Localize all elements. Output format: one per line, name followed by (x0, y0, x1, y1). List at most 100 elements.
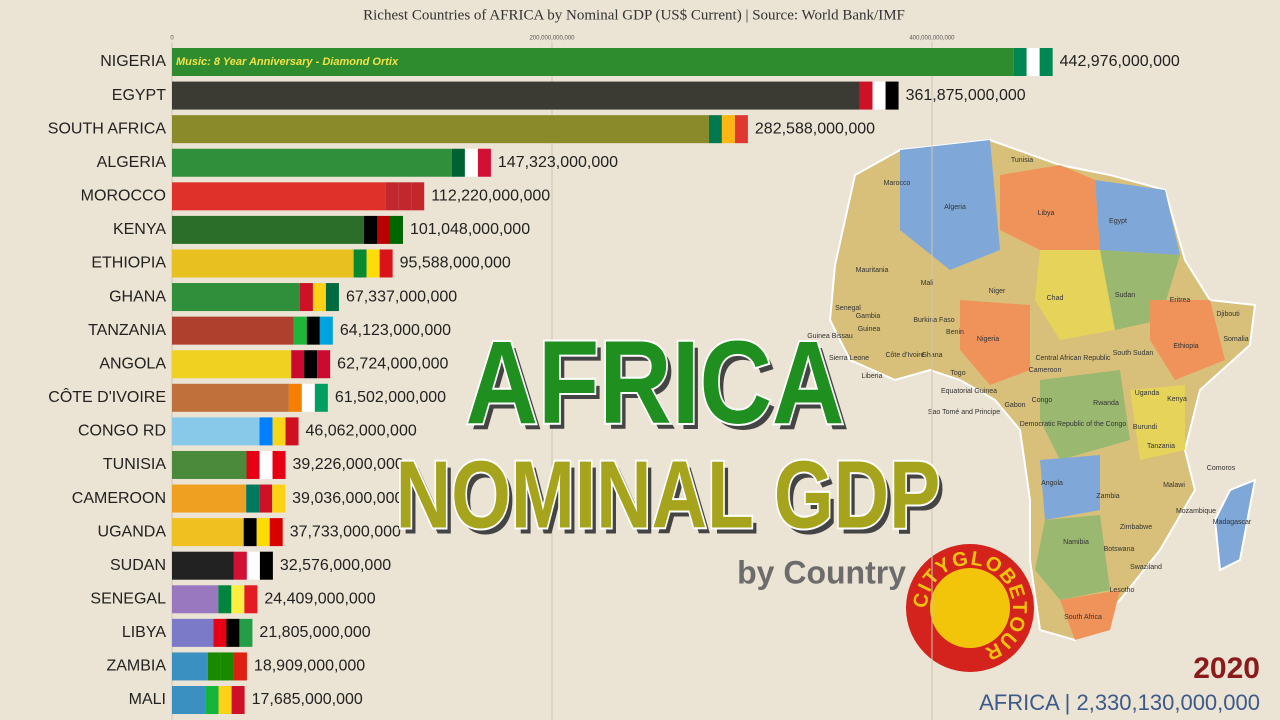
category-label: TANZANIA (88, 322, 166, 339)
map-label: Central African Republic (1035, 355, 1111, 362)
map-label: Malawi (1163, 482, 1185, 489)
subheadline: NOMINAL GDP (396, 441, 941, 548)
bar (172, 585, 219, 614)
flag-stripe (231, 585, 245, 614)
flag-stripe (721, 115, 735, 144)
flag-stripe (259, 551, 273, 580)
map-label: Côte d'Ivoire (885, 352, 924, 359)
map-label: Gabon (1004, 402, 1025, 409)
flag-stripe (1026, 48, 1040, 76)
flag-stripe (314, 383, 328, 412)
map-label: Tanzania (1147, 443, 1175, 450)
flag-stripe (708, 115, 722, 144)
category-label: CÔTE D'IVOIRE (48, 387, 166, 406)
category-label: GHANA (109, 288, 166, 305)
subheadline-shadow: NOMINAL GDP (400, 447, 945, 554)
map-label: Niger (989, 288, 1006, 295)
flag-stripe (385, 182, 399, 211)
headline: AFRICA (466, 318, 845, 449)
map-label: Botswana (1104, 546, 1135, 553)
flag-stripe (411, 182, 425, 211)
map-label: Zimbabwe (1120, 524, 1152, 531)
flag-stripe (293, 316, 307, 345)
headline-shadow: AFRICA (471, 324, 850, 455)
map-label: Chad (1047, 295, 1064, 302)
map-label: Nigeria (977, 336, 999, 343)
value-label: 39,226,000,000 (293, 456, 404, 473)
logo-center (930, 568, 1010, 648)
flag-stripe (366, 249, 380, 278)
bar (172, 81, 860, 110)
category-label: EGYPT (112, 87, 166, 104)
category-label: MOROCCO (81, 188, 166, 205)
category-label: SENEGAL (90, 590, 166, 607)
map-label: Burundi (1133, 424, 1158, 431)
category-label: MALI (129, 691, 166, 708)
flag-stripe (379, 249, 393, 278)
value-label: 62,724,000,000 (337, 355, 448, 372)
bar (172, 618, 214, 647)
category-label: UGANDA (98, 523, 167, 540)
flag-stripe (885, 81, 899, 110)
bar (172, 383, 289, 412)
flag-stripe (1039, 48, 1053, 76)
map-label: Comoros (1207, 465, 1236, 472)
flag-stripe (451, 148, 465, 177)
flag-stripe (207, 652, 221, 681)
map-label: Djibouti (1216, 311, 1240, 318)
bar (172, 148, 452, 177)
map-label: Equatorial Guinea (941, 388, 997, 395)
flag-stripe (288, 383, 302, 412)
map-label: Namibia (1063, 539, 1089, 546)
map-label: Sudan (1115, 292, 1135, 299)
flag-stripe (464, 148, 478, 177)
flag-stripe (233, 652, 247, 681)
category-label: ETHIOPIA (91, 255, 166, 272)
flag-stripe (239, 618, 253, 647)
map-label: Sierra Leone (829, 355, 869, 362)
bar (172, 249, 354, 278)
value-label: 18,909,000,000 (254, 658, 365, 675)
map-label: Zambia (1096, 493, 1119, 500)
flag-stripe (256, 518, 270, 547)
map-label: Angola (1041, 480, 1063, 487)
flag-stripe (244, 585, 258, 614)
value-label: 95,588,000,000 (400, 255, 511, 272)
map-label: Libya (1038, 210, 1055, 217)
map-label: Mozambique (1176, 508, 1216, 515)
category-label: TUNISIA (103, 456, 166, 473)
value-label: 37,733,000,000 (290, 523, 401, 540)
flag-stripe (353, 249, 367, 278)
x-tick-label: 0 (170, 36, 174, 42)
flag-stripe (218, 686, 232, 715)
map-label: Egypt (1109, 218, 1127, 225)
category-label: ZAMBIA (106, 658, 166, 675)
map-label: Cameroon (1029, 367, 1062, 374)
flag-stripe (205, 686, 219, 715)
map-label: Liberia (861, 373, 882, 380)
bar (172, 417, 260, 446)
bar (172, 686, 206, 715)
flag-stripe (477, 148, 491, 177)
map-label: Swaziland (1130, 564, 1162, 571)
flag-stripe (243, 518, 257, 547)
map-label: Sao Tomé and Principe (928, 409, 1000, 416)
flag-stripe (285, 417, 299, 446)
x-tick-label: 200,000,000,000 (529, 36, 575, 42)
flag-stripe (306, 316, 320, 345)
map-label: Uganda (1135, 390, 1160, 397)
x-tick-label: 400,000,000,000 (909, 36, 955, 42)
value-label: 112,220,000,000 (431, 188, 550, 205)
flag-stripe (246, 450, 260, 479)
value-label: 64,123,000,000 (340, 322, 451, 339)
flag-stripe (398, 182, 412, 211)
map-label: Ethiopia (1173, 343, 1198, 350)
flag-stripe (325, 283, 339, 312)
value-label: 21,805,000,000 (259, 624, 370, 641)
map-label: Tunisia (1011, 157, 1033, 164)
flag-stripe (272, 450, 286, 479)
category-label: CONGO RD (78, 423, 166, 440)
bar (172, 551, 234, 580)
value-label: 39,036,000,000 (292, 490, 403, 507)
value-label: 147,323,000,000 (498, 154, 618, 171)
